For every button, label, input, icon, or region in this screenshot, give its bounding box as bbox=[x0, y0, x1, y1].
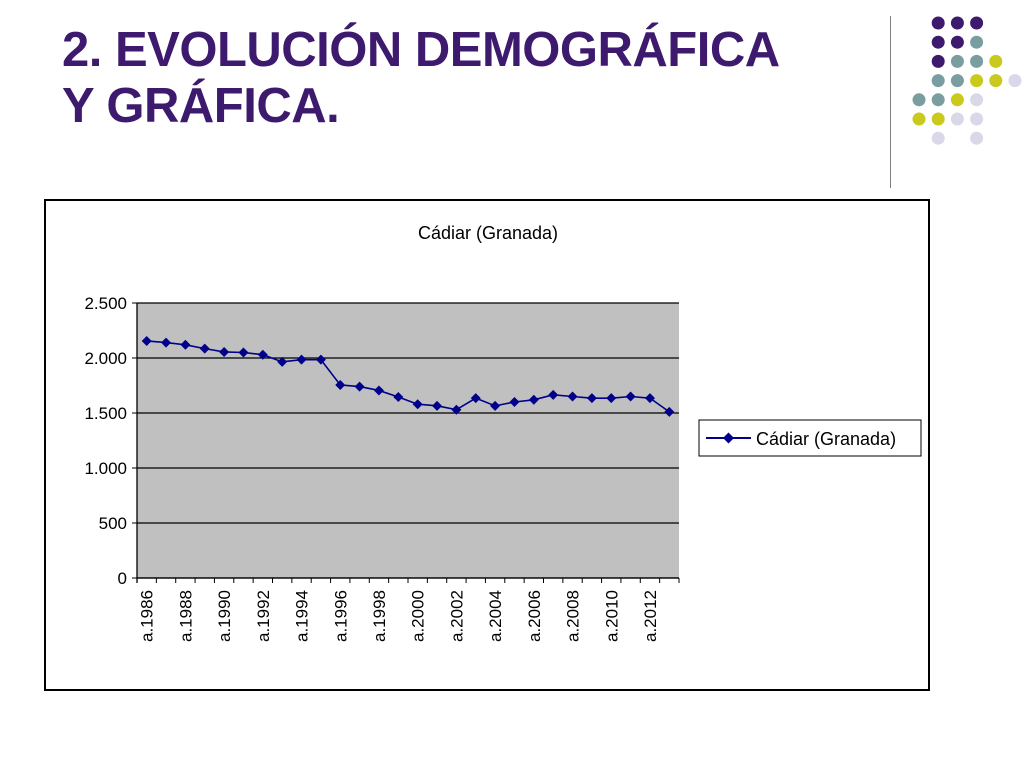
data-point bbox=[219, 346, 230, 357]
data-point bbox=[141, 335, 152, 346]
legend-label: Cádiar (Granada) bbox=[756, 429, 896, 449]
decor-dot bbox=[970, 54, 984, 68]
data-point bbox=[180, 339, 191, 350]
data-point bbox=[490, 400, 501, 411]
decor-dot bbox=[931, 54, 945, 68]
y-tick-label: 500 bbox=[99, 514, 127, 533]
line-chart: Cádiar (Granada) 0 500 1.000 1.500 2.000 2.50… bbox=[84, 223, 922, 642]
data-point bbox=[238, 347, 249, 358]
series-layer bbox=[141, 335, 675, 417]
x-tick-label: a.2004 bbox=[486, 590, 505, 642]
data-point bbox=[277, 356, 288, 367]
decor-dot bbox=[970, 16, 984, 30]
data-point bbox=[548, 389, 559, 400]
y-tick-label: 2.500 bbox=[84, 294, 127, 313]
data-point bbox=[625, 391, 636, 402]
decor-dot bbox=[989, 54, 1003, 68]
data-point bbox=[335, 379, 346, 390]
x-tick-label: a.1986 bbox=[138, 590, 157, 642]
data-point bbox=[354, 381, 365, 392]
slide-title: 2. EVOLUCIÓN DEMOGRÁFICA Y GRÁFICA. bbox=[62, 22, 892, 134]
chart-title: Cádiar (Granada) bbox=[418, 223, 558, 243]
x-tick-label: a.1994 bbox=[293, 590, 312, 642]
data-point bbox=[257, 349, 268, 360]
data-point bbox=[606, 393, 617, 404]
decor-dot bbox=[950, 54, 964, 68]
data-point bbox=[412, 399, 423, 410]
decor-dot bbox=[931, 112, 945, 126]
series-line bbox=[146, 340, 670, 413]
data-point bbox=[586, 393, 597, 404]
decor-dot bbox=[931, 16, 945, 30]
x-tick-label: a.2006 bbox=[525, 590, 544, 642]
decor-dot bbox=[950, 112, 964, 126]
slide-title-line2: Y GRÁFICA. bbox=[62, 79, 340, 133]
data-point bbox=[567, 391, 578, 402]
decor-dot bbox=[989, 74, 1003, 88]
data-point bbox=[373, 385, 384, 396]
x-tick-label: a.1988 bbox=[176, 590, 195, 642]
decor-dot bbox=[950, 74, 964, 88]
legend: Cádiar (Granada) bbox=[698, 419, 922, 457]
y-axis: 0 500 1.000 1.500 2.000 2.500 bbox=[84, 294, 138, 588]
decor-dot bbox=[950, 16, 964, 30]
title-divider bbox=[890, 16, 891, 188]
y-tick-label: 2.000 bbox=[84, 349, 127, 368]
x-tick-label: a.1990 bbox=[215, 590, 234, 642]
slide-title-line1: 2. EVOLUCIÓN DEMOGRÁFICA bbox=[62, 23, 780, 77]
decor-dot bbox=[1008, 74, 1022, 88]
x-axis: a.1986 a.1988 a.1990 a.1992 a.1994 a.1996 a.19… bbox=[136, 577, 680, 642]
decor-dot bbox=[970, 112, 984, 126]
x-tick-label: a.1996 bbox=[331, 590, 350, 642]
decor-dot bbox=[950, 35, 964, 49]
decor-dot bbox=[931, 74, 945, 88]
data-point bbox=[393, 392, 404, 403]
decor-dot bbox=[950, 93, 964, 107]
legend-marker bbox=[723, 432, 734, 444]
decor-dot bbox=[970, 35, 984, 49]
data-point bbox=[509, 397, 520, 407]
y-tick-label: 1.000 bbox=[84, 459, 127, 478]
plot-area bbox=[137, 302, 679, 579]
x-tick-label: a.2000 bbox=[409, 590, 428, 642]
x-tick-label: a.2008 bbox=[564, 590, 583, 642]
x-tick-label: a.2010 bbox=[602, 590, 621, 642]
decor-dot bbox=[931, 131, 945, 145]
plot-background bbox=[137, 303, 679, 578]
decor-dot bbox=[931, 35, 945, 49]
y-tick-label: 0 bbox=[118, 569, 127, 588]
data-point bbox=[664, 406, 675, 417]
data-point bbox=[528, 394, 539, 405]
x-tick-label: a.1992 bbox=[254, 590, 273, 642]
data-point bbox=[161, 337, 172, 348]
chart-frame: Cádiar (Granada) 0 500 1.000 1.500 2.000 2.50… bbox=[44, 199, 930, 691]
x-tick-label: a.2012 bbox=[641, 590, 660, 642]
x-tick-label: a.2002 bbox=[447, 590, 466, 642]
decor-dot bbox=[912, 93, 926, 107]
decor-dot bbox=[931, 93, 945, 107]
y-tick-label: 1.500 bbox=[84, 404, 127, 423]
data-point bbox=[470, 393, 481, 404]
data-point bbox=[315, 354, 326, 365]
decor-dot bbox=[970, 93, 984, 107]
decor-dot bbox=[970, 74, 984, 88]
data-point bbox=[432, 400, 443, 411]
x-tick-label: a.1998 bbox=[370, 590, 389, 642]
data-point bbox=[451, 404, 462, 415]
data-point bbox=[296, 354, 307, 365]
data-point bbox=[199, 343, 210, 354]
decor-dot bbox=[970, 131, 984, 145]
data-point bbox=[644, 393, 655, 404]
decor-dot bbox=[912, 112, 926, 126]
